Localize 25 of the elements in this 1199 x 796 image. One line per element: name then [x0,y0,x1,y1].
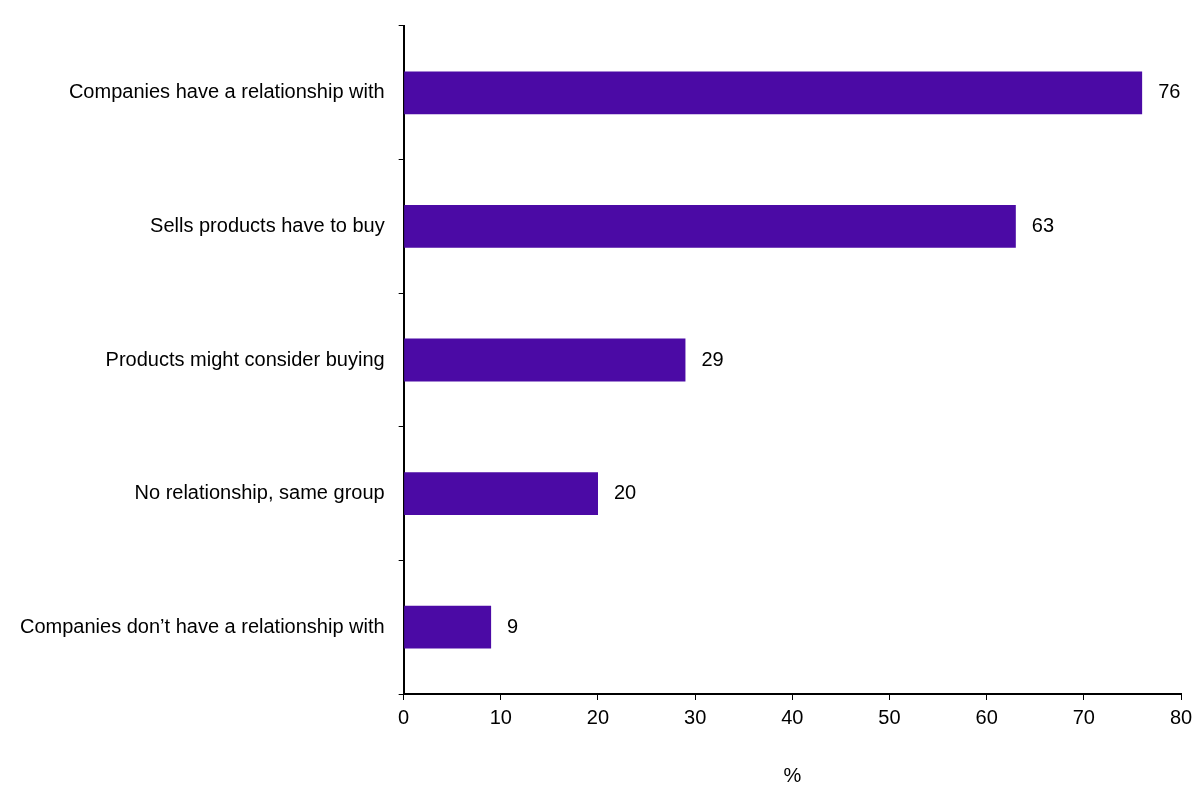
data-label: 20 [613,481,637,504]
data-label: 29 [701,347,724,370]
y-tick-label: Companies don’t have a relationship with [19,614,385,637]
data-label: 76 [1158,80,1181,103]
bar [404,71,1143,115]
y-tick-label: No relationship, same group [134,481,385,504]
x-tick-label: 70 [1072,705,1095,728]
bar [404,338,686,382]
bar [404,605,492,649]
x-tick-label: 50 [878,705,901,728]
y-tick-label: Companies have a relationship with [68,80,385,103]
x-tick-label: 30 [684,705,707,728]
y-tick-label: Products might consider buying [105,347,385,370]
x-tick-label: 20 [586,705,610,728]
x-tick-label: 60 [975,705,998,728]
bar [404,472,598,515]
data-label: 9 [507,614,519,637]
bar [404,205,1016,248]
x-tick-label: 80 [1169,705,1193,728]
x-axis-title: % [783,763,802,786]
data-label: 63 [1031,213,1055,236]
y-tick-label: Sells products have to buy [150,213,385,236]
x-tick-label: 10 [489,705,512,728]
x-tick-label: 0 [398,705,410,728]
x-tick-label: 40 [781,705,804,728]
